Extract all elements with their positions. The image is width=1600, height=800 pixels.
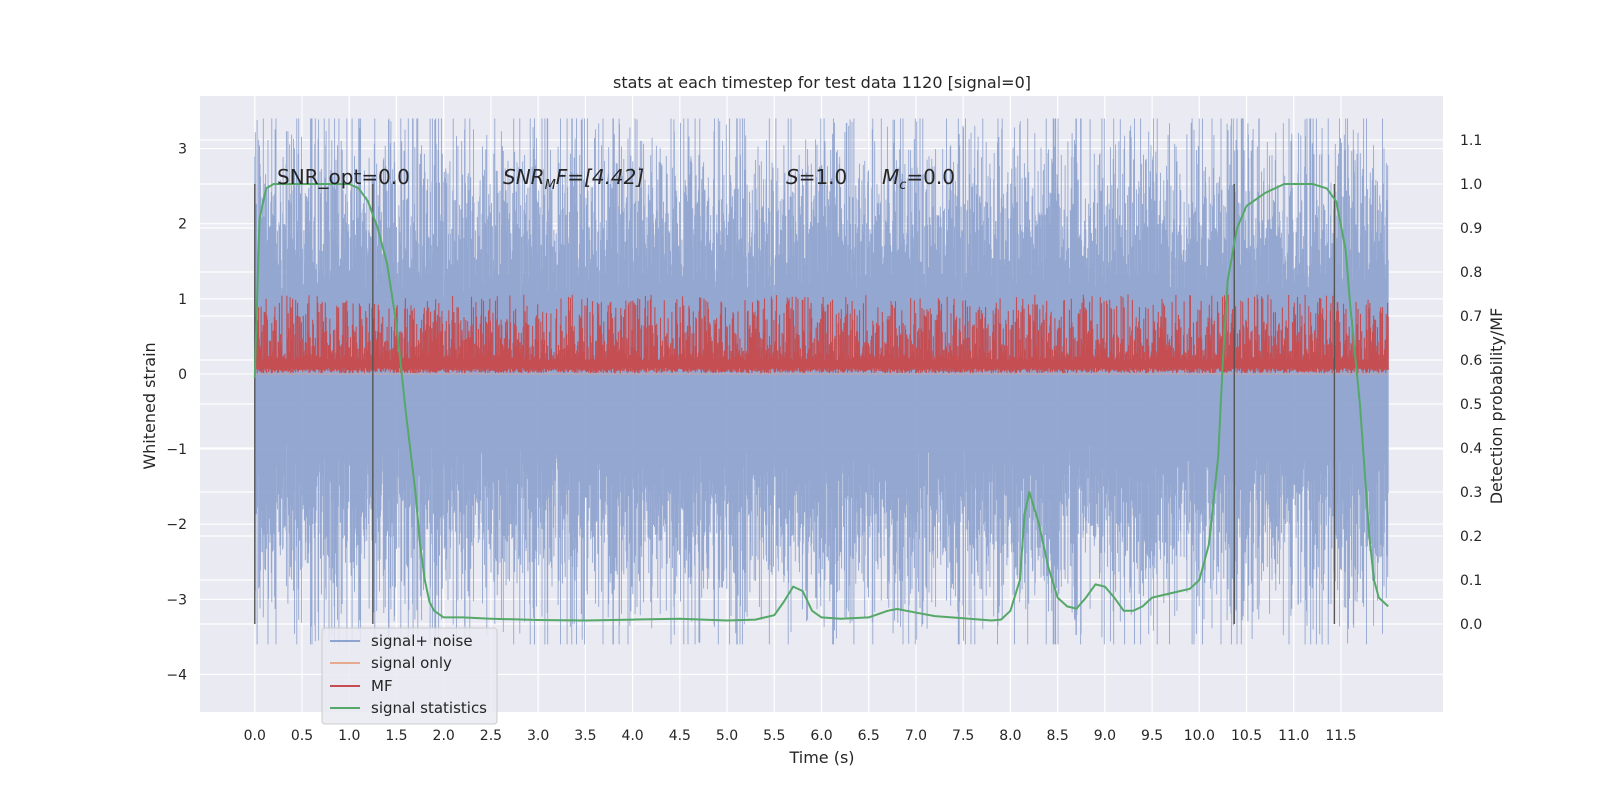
y-left-tick-label: −3 xyxy=(166,592,187,608)
y-left-tick-label: −1 xyxy=(166,442,187,458)
x-tick-label: 6.0 xyxy=(810,728,832,744)
x-tick-label: 4.5 xyxy=(669,728,691,744)
y-right-tick-label: 0.6 xyxy=(1460,353,1482,369)
y-right-tick-label: 0.5 xyxy=(1460,397,1482,413)
x-tick-labels: 0.0 0.5 1.0 1.5 2.0 2.5 3.0 3.5 4.0 4.5 5.0 5.5 6.0 6… xyxy=(244,728,1357,744)
annotation-s-main: S xyxy=(786,165,799,189)
y-right-tick-label: 0.3 xyxy=(1460,485,1482,501)
y-right-tick-label: 0.7 xyxy=(1460,309,1482,325)
x-tick-label: 5.0 xyxy=(716,728,738,744)
annotation-snr-mf-sub: M xyxy=(545,178,556,193)
x-tick-label: 0.0 xyxy=(244,728,266,744)
x-tick-label: 4.0 xyxy=(621,728,643,744)
annotation-mc-sub: c xyxy=(899,178,906,193)
annotation-mc-value: =0.0 xyxy=(906,165,955,189)
x-tick-label: 6.5 xyxy=(858,728,880,744)
x-tick-label: 3.5 xyxy=(574,728,596,744)
legend-box xyxy=(321,627,498,725)
stat-layer xyxy=(253,183,1389,622)
y-left-tick-label: −2 xyxy=(166,517,187,533)
x-tick-label: 8.0 xyxy=(999,728,1021,744)
x-tick-label: 2.5 xyxy=(480,728,502,744)
y-right-tick-label: 1.0 xyxy=(1460,177,1482,193)
y-right-tick-label: 0.1 xyxy=(1460,573,1482,589)
y-left-tick-label: 1 xyxy=(178,292,187,308)
x-tick-label: 3.0 xyxy=(527,728,549,744)
y-right-tick-label: 0.8 xyxy=(1460,265,1482,281)
x-tick-label: 9.5 xyxy=(1141,728,1163,744)
annotation-s-value: =1.0 xyxy=(799,165,848,189)
x-tick-label: 0.5 xyxy=(291,728,313,744)
y-right-tick-label: 1.1 xyxy=(1460,133,1482,149)
x-tick-label: 1.0 xyxy=(338,728,360,744)
y-left-tick-label: −4 xyxy=(166,667,187,683)
y-right-tick-labels: 1.1 1.0 0.9 0.8 0.7 0.6 0.5 0.4 0.3 0.2 0.1 0.0 xyxy=(1460,133,1482,633)
y-right-tick-label: 0.2 xyxy=(1460,529,1482,545)
legend-entry-noise: signal+ noise xyxy=(371,632,473,650)
x-tick-label: 7.5 xyxy=(952,728,974,744)
y-left-tick-labels: 3 2 1 0 −1 −2 −3 −4 xyxy=(166,142,187,684)
annotation-snr-mf: SNRMF=[4.42] xyxy=(503,165,644,193)
x-tick-label: 11.0 xyxy=(1278,728,1309,744)
annotation-mc-main: M xyxy=(882,165,899,189)
x-tick-label: 7.0 xyxy=(905,728,927,744)
x-tick-label: 10.0 xyxy=(1184,728,1215,744)
annotation-snr-mf-main: SNR xyxy=(503,165,545,189)
x-tick-label: 11.5 xyxy=(1325,728,1356,744)
y-left-tick-label: 2 xyxy=(178,217,187,233)
y-right-tick-label: 0.9 xyxy=(1460,221,1482,237)
y-right-tick-label: 0.0 xyxy=(1460,617,1482,633)
legend-entry-statistics: signal statistics xyxy=(371,699,487,717)
vline-layer xyxy=(254,184,1336,624)
y-left-tick-label: 0 xyxy=(178,367,187,383)
x-axis-label: Time (s) xyxy=(788,748,854,767)
legend-entry-signal-only: signal only xyxy=(371,654,452,672)
y-left-axis-label: Whitened strain xyxy=(140,342,159,469)
annotation-snr-mf-f: F=[4.42] xyxy=(556,165,644,189)
x-tick-label: 10.5 xyxy=(1231,728,1262,744)
legend: signal+ noise signal only MF signal stat… xyxy=(321,627,498,725)
x-tick-label: 2.0 xyxy=(433,728,455,744)
x-tick-label: 5.5 xyxy=(763,728,785,744)
legend-entry-mf: MF xyxy=(371,677,393,695)
annotation-snr-opt: SNR_opt=0.0 xyxy=(277,165,410,189)
x-tick-label: 9.0 xyxy=(1094,728,1116,744)
y-right-tick-label: 0.4 xyxy=(1460,441,1482,457)
y-left-tick-label: 3 xyxy=(178,142,187,158)
annotation-mc: Mc=0.0 xyxy=(882,165,955,193)
y-right-axis-label: Detection probability/MF xyxy=(1487,308,1506,505)
chart-title: stats at each timestep for test data 112… xyxy=(613,73,1031,92)
annotation-s: S=1.0 xyxy=(786,165,847,189)
x-tick-label: 1.5 xyxy=(385,728,407,744)
x-tick-label: 8.5 xyxy=(1046,728,1068,744)
series-signal-statistics xyxy=(253,183,1389,622)
